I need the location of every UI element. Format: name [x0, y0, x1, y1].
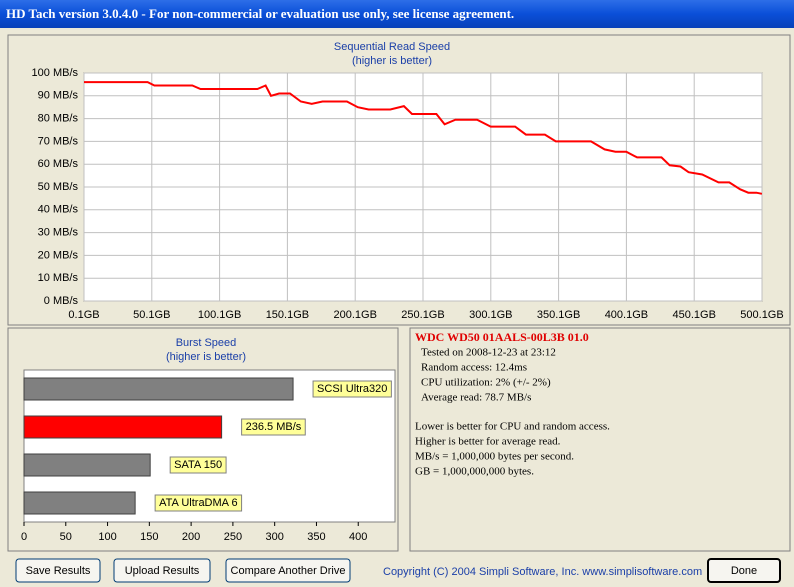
x-tick-label: 200: [182, 531, 200, 543]
info-line: Tested on 2008-12-23 at 23:12: [421, 347, 556, 359]
read-line: [84, 81, 763, 195]
info-note: GB = 1,000,000,000 bytes.: [415, 466, 534, 478]
seq-subtitle: (higher is better): [352, 55, 432, 67]
button[interactable]: Done: [707, 558, 781, 583]
info-line: CPU utilization: 2% (+/- 2%): [421, 377, 551, 389]
button-label: Upload Results: [125, 565, 200, 577]
x-tick-label: 0.1GB: [68, 309, 99, 321]
x-tick-label: 350: [307, 531, 325, 543]
title-bar: [0, 0, 794, 28]
burst-title: Burst Speed: [176, 337, 237, 349]
x-tick-label: 50: [60, 531, 72, 543]
burst-subtitle: (higher is better): [166, 351, 246, 363]
button-label: Save Results: [26, 565, 91, 577]
x-tick-label: 400.1GB: [605, 309, 648, 321]
button[interactable]: Save Results: [15, 558, 101, 583]
y-tick-label: 80 MB/s: [38, 113, 79, 125]
y-tick-label: 20 MB/s: [38, 249, 79, 261]
y-tick-label: 40 MB/s: [38, 204, 79, 216]
seq-title: Sequential Read Speed: [334, 41, 450, 53]
y-tick-label: 50 MB/s: [38, 181, 79, 193]
bar-label-box: [169, 456, 227, 474]
x-tick-label: 100.1GB: [198, 309, 241, 321]
bar-label: 236.5 MB/s: [246, 421, 302, 433]
button-face: [113, 558, 211, 583]
y-tick-label: 30 MB/s: [38, 227, 79, 239]
bar: [23, 377, 294, 401]
button-label: Compare Another Drive: [231, 565, 346, 577]
x-tick-label: 450.1GB: [672, 309, 715, 321]
button-face: [15, 558, 101, 583]
x-tick-label: 350.1GB: [537, 309, 580, 321]
x-tick-label: 500.1GB: [740, 309, 783, 321]
bar: [23, 491, 136, 515]
drive-name: WDC WD50 01AALS-00L3B 01.0: [415, 330, 589, 344]
button-face: [225, 558, 351, 583]
info-line: Random access: 12.4ms: [421, 362, 527, 374]
button[interactable]: Upload Results: [113, 558, 211, 583]
y-tick-label: 100 MB/s: [32, 67, 79, 79]
bar-label-box: [241, 418, 306, 436]
bar-label: ATA UltraDMA 6: [159, 497, 237, 509]
bar-label: SCSI Ultra320: [317, 383, 387, 395]
info-note: MB/s = 1,000,000 bytes per second.: [415, 451, 574, 463]
y-tick-label: 60 MB/s: [38, 158, 79, 170]
bar-label: SATA 150: [174, 459, 222, 471]
bar-label-box: [154, 494, 243, 512]
x-tick-label: 150: [140, 531, 158, 543]
y-tick-label: 70 MB/s: [38, 135, 79, 147]
x-tick-label: 300.1GB: [469, 309, 512, 321]
copyright: Copyright (C) 2004 Simpli Software, Inc.…: [383, 566, 702, 578]
y-tick-label: 90 MB/s: [38, 90, 79, 102]
x-tick-label: 150.1GB: [266, 309, 309, 321]
window-title: HD Tach version 3.0.4.0 - For non-commer…: [6, 6, 514, 21]
bar: [23, 453, 151, 477]
x-tick-label: 400: [349, 531, 367, 543]
bar-label-box: [312, 380, 392, 398]
button-face: [707, 558, 781, 583]
y-tick-label: 0 MB/s: [44, 295, 79, 307]
bar: [23, 415, 223, 439]
info-note: Lower is better for CPU and random acces…: [415, 421, 610, 433]
button[interactable]: Compare Another Drive: [225, 558, 351, 583]
x-tick-label: 50.1GB: [133, 309, 170, 321]
x-tick-label: 250: [224, 531, 242, 543]
y-tick-label: 10 MB/s: [38, 272, 79, 284]
x-tick-label: 0: [21, 531, 27, 543]
info-note: Higher is better for average read.: [415, 436, 561, 448]
info-panel: [409, 327, 791, 552]
x-tick-label: 250.1GB: [401, 309, 444, 321]
button-label: Done: [731, 565, 757, 577]
x-tick-label: 100: [98, 531, 116, 543]
info-line: Average read: 78.7 MB/s: [421, 392, 531, 404]
x-tick-label: 300: [265, 531, 283, 543]
x-tick-label: 200.1GB: [333, 309, 376, 321]
